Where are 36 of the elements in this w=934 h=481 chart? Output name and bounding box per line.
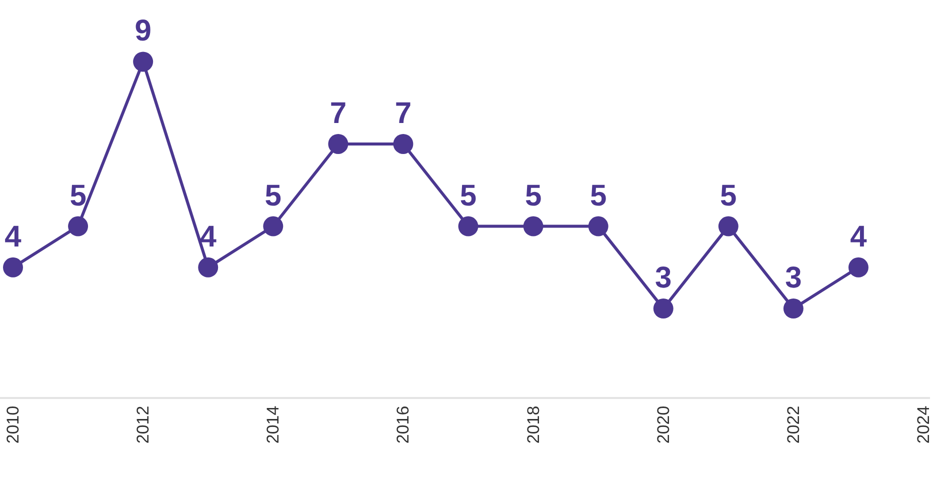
x-tick-label: 2012 (134, 406, 153, 444)
point (718, 216, 738, 236)
point (588, 216, 608, 236)
point (523, 216, 544, 236)
point (198, 257, 218, 278)
data-label: 3 (785, 262, 802, 295)
point (393, 134, 414, 154)
data-label: 4 (850, 220, 868, 254)
data-label: 3 (655, 262, 672, 295)
x-tick-label: 2014 (264, 406, 283, 444)
point (68, 216, 88, 236)
point (848, 257, 868, 278)
data-label: 4 (4, 220, 22, 254)
x-tick-label: 2018 (524, 406, 543, 444)
data-label: 5 (590, 179, 607, 212)
data-label: 9 (134, 14, 152, 48)
point (458, 216, 478, 236)
x-tick-label: 2010 (4, 406, 23, 444)
x-tick-label: 2024 (914, 406, 934, 444)
data-label: 7 (330, 96, 347, 130)
point (263, 216, 284, 236)
point (3, 257, 24, 278)
data-label: 5 (460, 179, 477, 212)
data-label: 7 (394, 96, 412, 130)
data-label: 4 (200, 220, 217, 254)
x-tick-label: 2016 (394, 406, 413, 444)
data-label: 5 (70, 179, 86, 212)
x-tick-label: 2020 (654, 406, 673, 444)
point (133, 52, 154, 72)
point (653, 298, 674, 319)
data-label: 5 (264, 179, 282, 212)
data-label: 5 (524, 179, 542, 212)
x-tick-label: 2022 (784, 406, 803, 444)
point (783, 298, 804, 319)
data-label: 5 (720, 179, 737, 212)
point (328, 134, 348, 154)
